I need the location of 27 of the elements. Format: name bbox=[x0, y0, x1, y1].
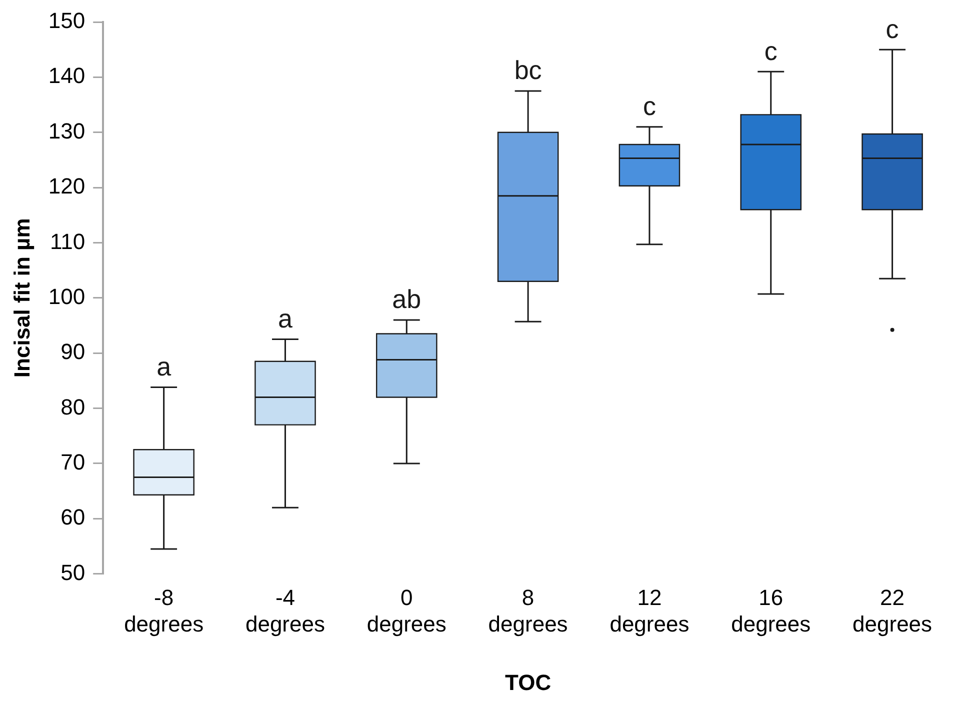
y-tick-label: 100 bbox=[48, 284, 86, 309]
y-tick-label: 110 bbox=[50, 228, 86, 254]
x-tick-label: 12 degrees bbox=[610, 585, 690, 636]
y-tick-label: 60 bbox=[60, 504, 86, 530]
y-tick-label: 90 bbox=[60, 339, 86, 364]
annotation: bc bbox=[514, 55, 542, 86]
y-tick-label: 150 bbox=[48, 8, 86, 34]
annotation: c bbox=[764, 36, 778, 66]
annotation: c bbox=[886, 14, 899, 44]
y-tick-label: 120 bbox=[48, 174, 86, 199]
y-axis-title: Incisal fit in µm bbox=[9, 218, 34, 378]
x-axis-title: TOC bbox=[505, 670, 552, 695]
y-tick-label: 50 bbox=[60, 560, 86, 585]
y-tick-label: 140 bbox=[48, 63, 86, 88]
y-tick-label: 70 bbox=[60, 450, 86, 475]
y-tick-label: 130 bbox=[48, 118, 86, 144]
x-tick-label: 16 degrees bbox=[731, 585, 811, 636]
x-tick-label: -4 degrees bbox=[245, 585, 325, 636]
y-tick-label: 80 bbox=[60, 394, 86, 420]
x-tick-label: 0 degrees bbox=[366, 585, 446, 636]
x-tick-label: 8 degrees bbox=[488, 585, 568, 636]
x-tick-label: 22 degrees bbox=[852, 585, 932, 636]
x-tick-label: -8 degrees bbox=[124, 585, 204, 636]
annotation: ab bbox=[392, 284, 422, 314]
annotation: a bbox=[278, 303, 293, 334]
annotation: c bbox=[642, 91, 656, 122]
annotation: a bbox=[156, 351, 172, 382]
